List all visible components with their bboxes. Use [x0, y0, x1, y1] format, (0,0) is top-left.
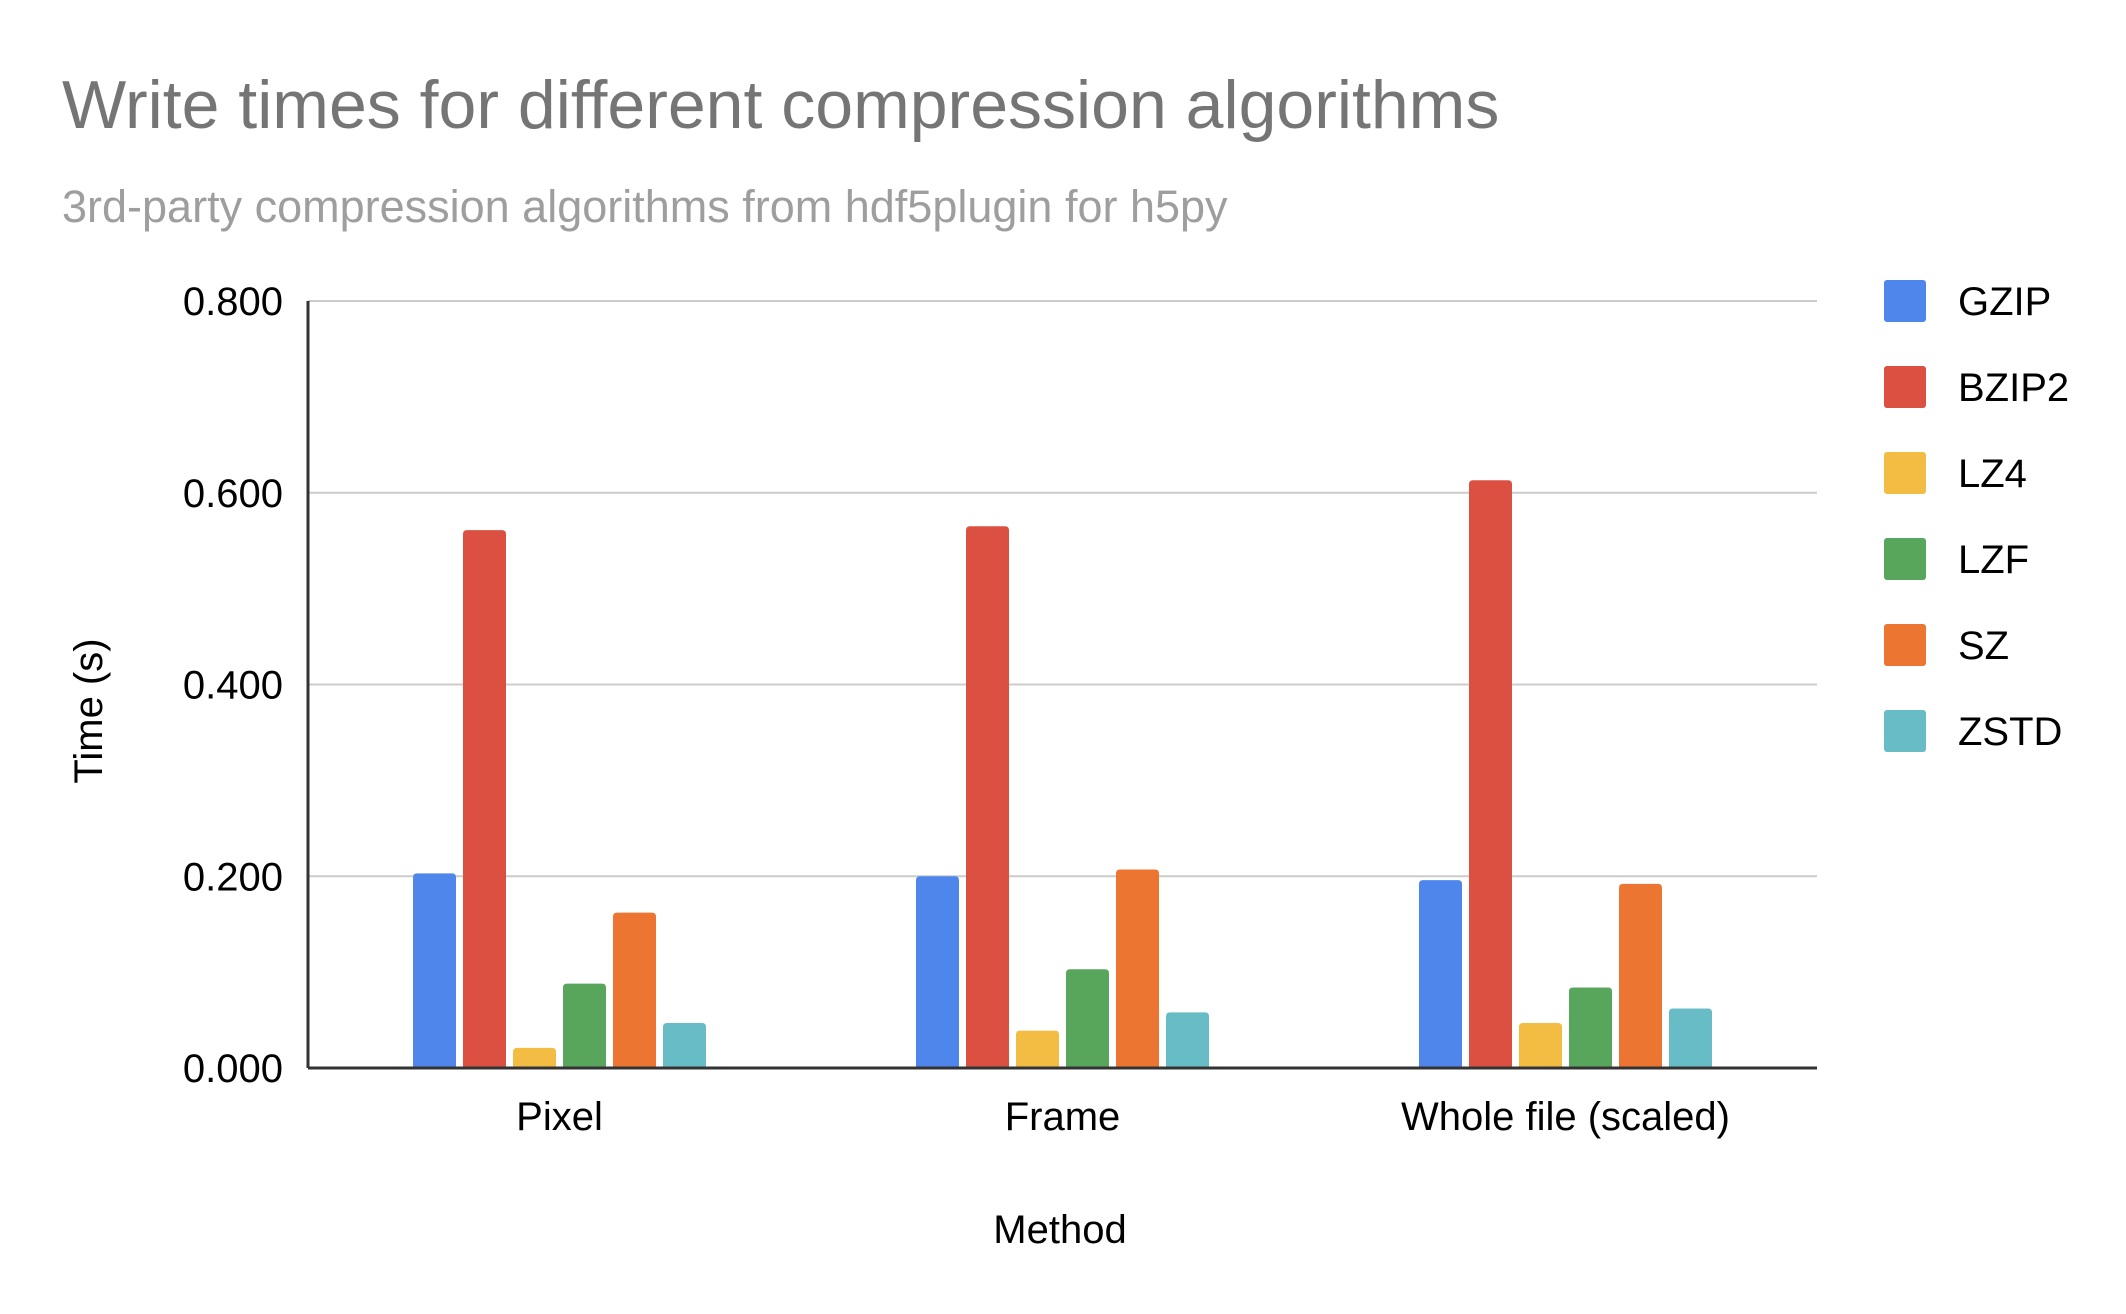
bar-lz4	[513, 1047, 556, 1068]
y-tick-label: 0.600	[183, 472, 283, 516]
legend-label: LZF	[1958, 538, 2029, 582]
bar-gzip	[413, 873, 456, 1068]
legend-swatch	[1884, 366, 1926, 408]
bar-sz	[1619, 883, 1662, 1068]
bar-lz4	[1016, 1030, 1059, 1068]
y-tick-labels: 0.000 0.200 0.400 0.600 0.800	[183, 280, 283, 1091]
x-tick-label: Frame	[1005, 1095, 1121, 1139]
legend: GZIP BZIP2 LZ4 LZF SZ ZSTD	[1884, 280, 2069, 754]
gridlines	[308, 300, 1817, 878]
legend-label: GZIP	[1958, 280, 2051, 324]
bar-gzip	[1419, 880, 1462, 1068]
legend-swatch	[1884, 452, 1926, 494]
legend-label: SZ	[1958, 624, 2009, 668]
bar-bzip2	[966, 526, 1009, 1068]
legend-swatch	[1884, 538, 1926, 580]
bar-lzf	[1066, 969, 1109, 1068]
x-tick-labels: Pixel Frame Whole file (scaled)	[516, 1095, 1730, 1139]
bar-zstd	[1166, 1012, 1209, 1068]
chart-title: Write times for different compression al…	[62, 67, 1500, 143]
y-tick-label: 0.000	[183, 1047, 283, 1091]
bar-bzip2	[1469, 480, 1512, 1068]
bar-lzf	[563, 983, 606, 1068]
legend-swatch	[1884, 710, 1926, 752]
chart-subtitle: 3rd-party compression algorithms from hd…	[62, 181, 1228, 232]
legend-label: LZ4	[1958, 452, 2027, 496]
legend-label: BZIP2	[1958, 366, 2069, 410]
bar-zstd	[1669, 1008, 1712, 1068]
bar-bzip2	[463, 530, 506, 1068]
bar-sz	[1116, 869, 1159, 1068]
bar-sz	[613, 912, 656, 1068]
y-tick-label: 0.400	[183, 664, 283, 708]
x-tick-label: Pixel	[516, 1095, 603, 1139]
legend-swatch	[1884, 280, 1926, 322]
x-axis-title: Method	[993, 1208, 1126, 1252]
legend-swatch	[1884, 624, 1926, 666]
y-tick-label: 0.200	[183, 855, 283, 899]
bar-gzip	[916, 876, 959, 1068]
axes	[306, 301, 1817, 1070]
y-axis-title: Time (s)	[67, 638, 111, 783]
bar-lzf	[1569, 987, 1612, 1068]
legend-label: ZSTD	[1958, 710, 2062, 754]
bar-zstd	[663, 1022, 706, 1068]
x-tick-label: Whole file (scaled)	[1401, 1095, 1730, 1139]
y-tick-label: 0.800	[183, 280, 283, 324]
bars	[413, 480, 1712, 1068]
bar-lz4	[1519, 1022, 1562, 1068]
